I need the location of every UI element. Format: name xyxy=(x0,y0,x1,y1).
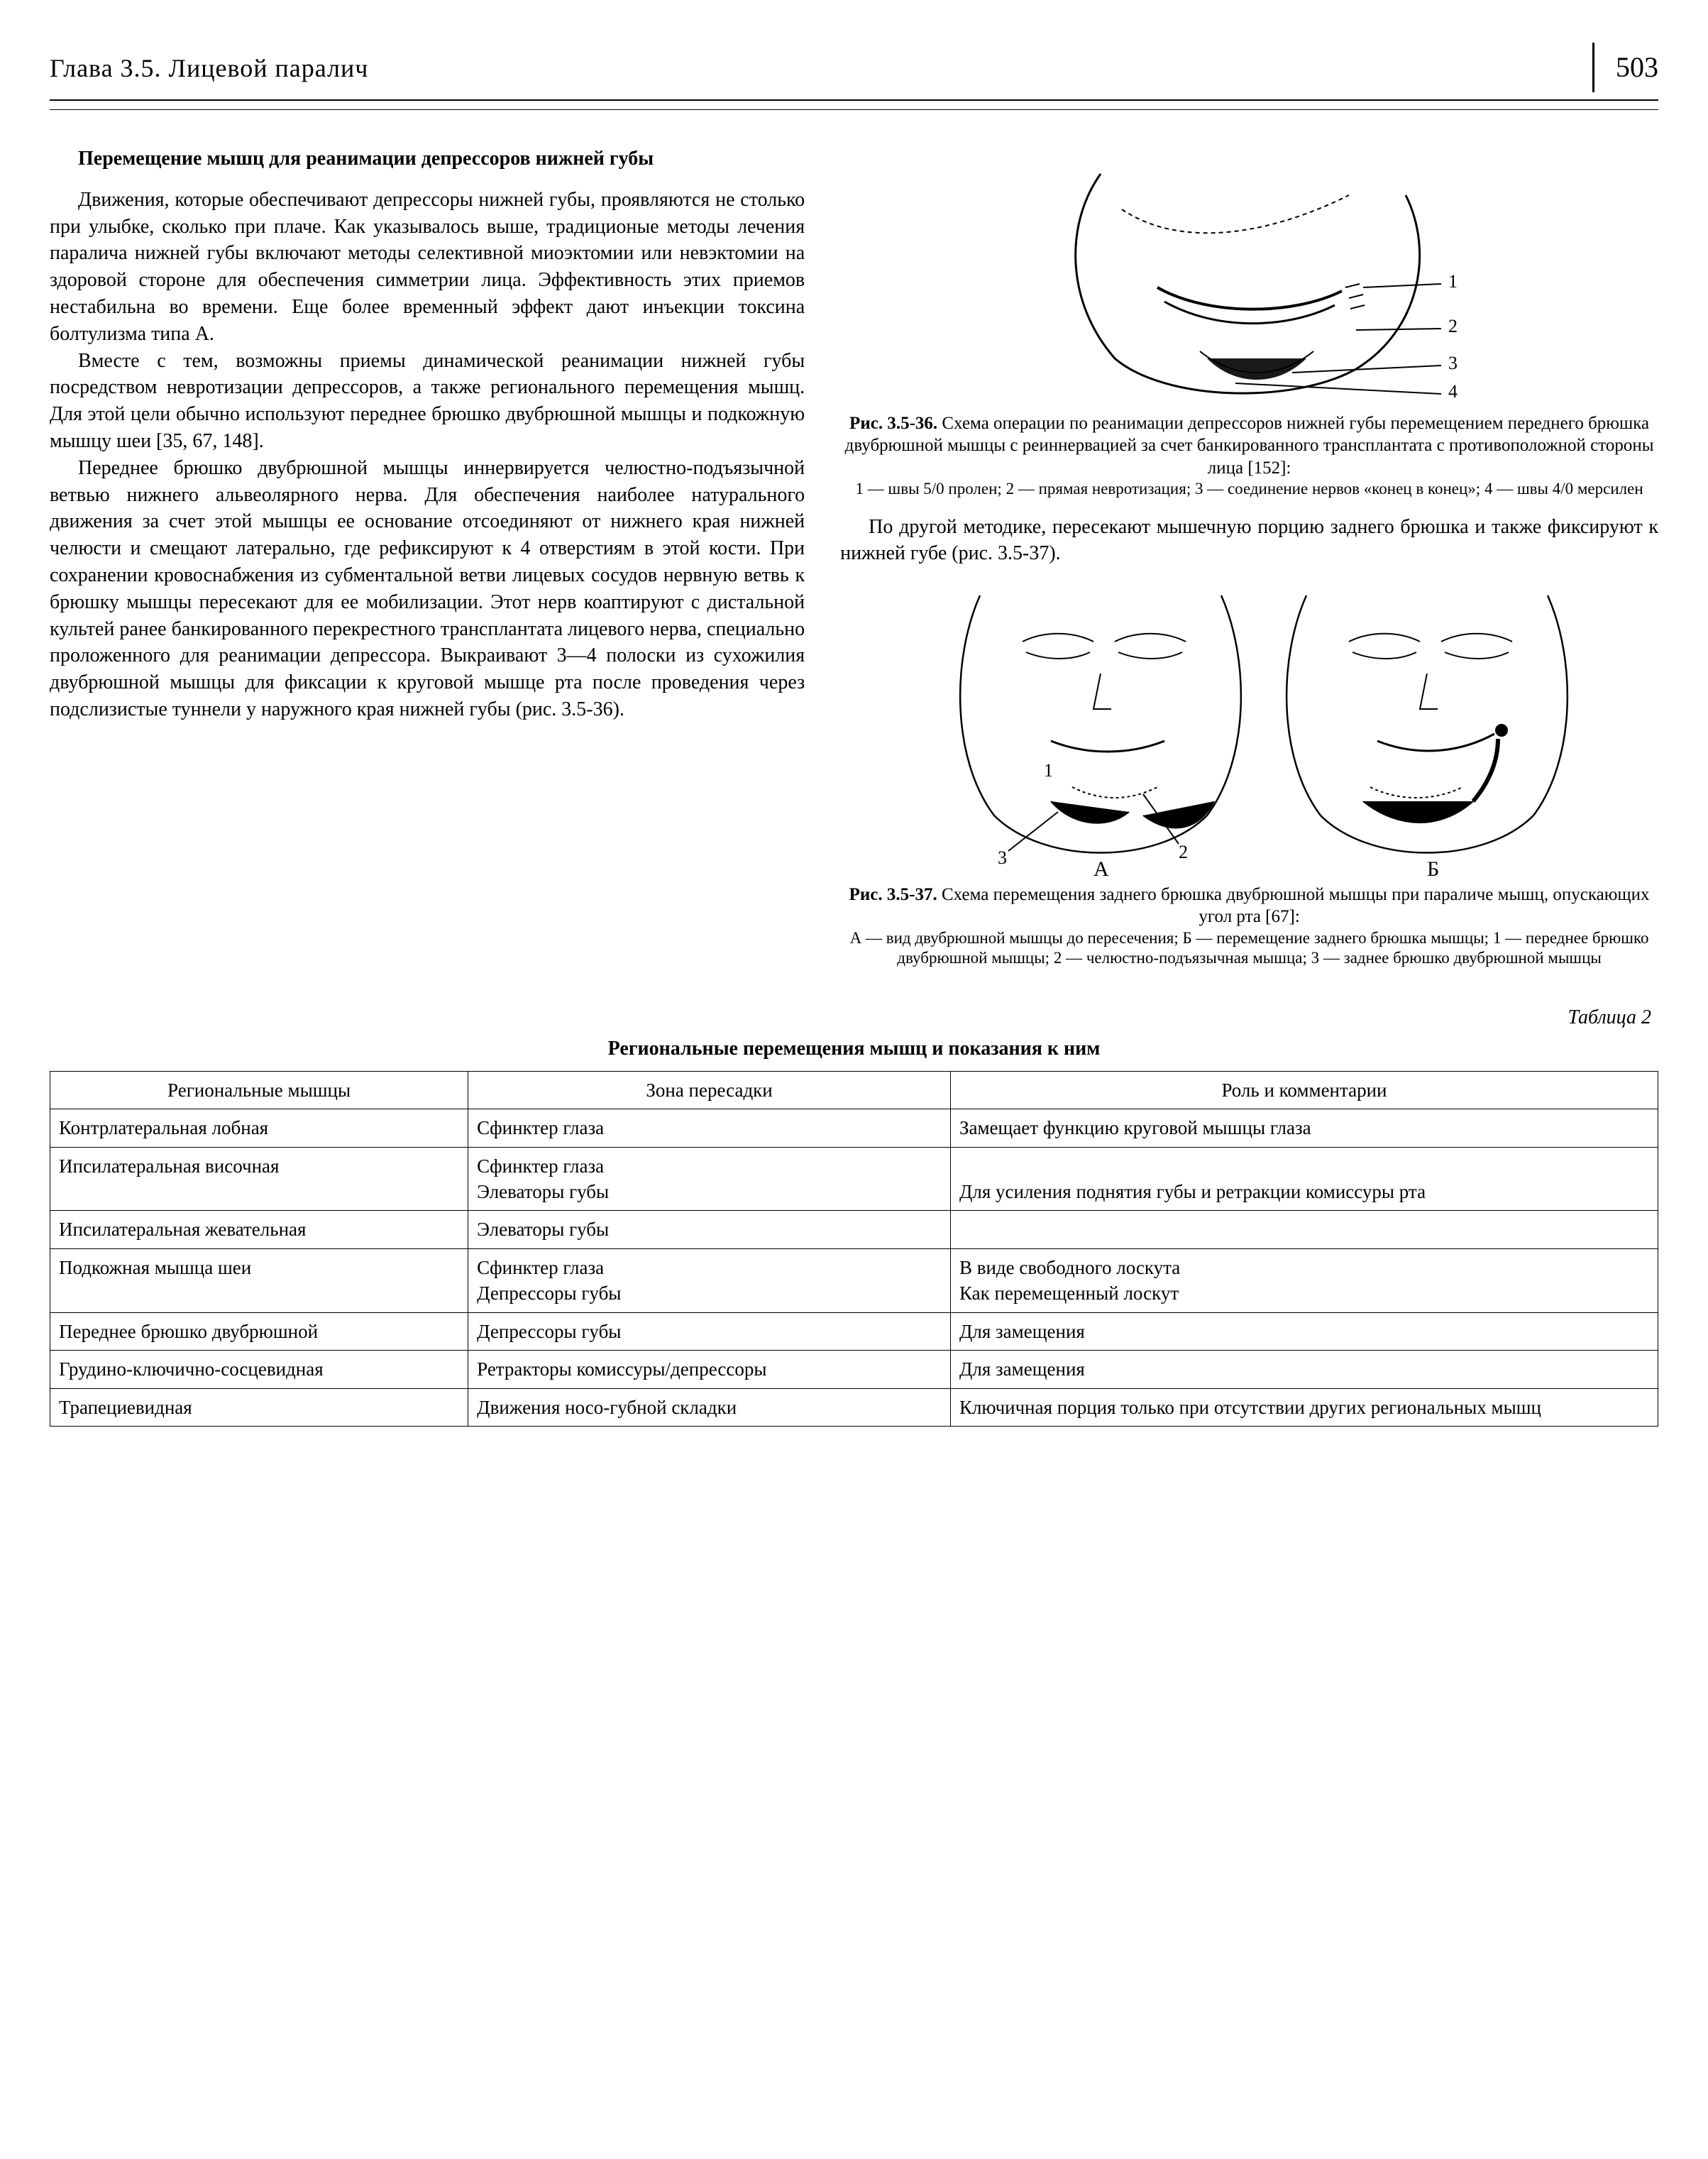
fig37-label-3-a: 3 xyxy=(998,847,1007,868)
figure-3-5-37-legend: А — вид двубрюшной мышцы до пересечения;… xyxy=(840,928,1658,969)
table-cell: Сфинктер глазаЭлеваторы губы xyxy=(468,1147,951,1211)
table-row: Грудино-ключично-сосцевидная Ретракторы … xyxy=(50,1351,1658,1388)
table-cell: Сфинктер глазаДепрессоры губы xyxy=(468,1248,951,1312)
body-paragraph: Вместе с тем, возможны приемы динамическ… xyxy=(50,348,805,455)
table-cell: Ипсилатеральная жевательная xyxy=(50,1211,468,1248)
fig37-label-1: 1 xyxy=(1044,760,1053,781)
fig37-panel-b: Б xyxy=(1427,857,1439,879)
figure-3-5-37: 3 2 А xyxy=(840,574,1658,969)
table-cell: Подкожная мышца шеи xyxy=(50,1248,468,1312)
table-title: Региональные перемещения мышц и показани… xyxy=(50,1035,1658,1062)
table-cell: В виде свободного лоскутаКак перемещенны… xyxy=(950,1248,1658,1312)
table-header-cell: Зона пересадки xyxy=(468,1071,951,1109)
caption-bold: Рис. 3.5-36. xyxy=(849,414,937,433)
regional-muscles-table: Региональные мышцы Зона пересадки Роль и… xyxy=(50,1071,1658,1427)
table-cell: Грудино-ключично-сосцевидная xyxy=(50,1351,468,1388)
chapter-title: Глава 3.5. Лицевой паралич xyxy=(50,51,368,86)
page-number: 503 xyxy=(1592,43,1658,92)
fig37-label-2-a: 2 xyxy=(1179,842,1188,862)
table-row: Трапециевидная Движения носо-губной скла… xyxy=(50,1388,1658,1426)
table-cell: Для замещения xyxy=(950,1312,1658,1350)
table-row: Ипсилатеральная жевательная Элеваторы гу… xyxy=(50,1211,1658,1248)
body-paragraph: Переднее брюшко двубрюшной мышцы иннерви… xyxy=(50,455,805,723)
table-cell: Движения носо-губной складки xyxy=(468,1388,951,1426)
table-cell: Замещает функцию круговой мышцы глаза xyxy=(950,1109,1658,1147)
left-column: Перемещение мышц для реанимации депрессо… xyxy=(50,138,805,983)
table-cell xyxy=(950,1211,1658,1248)
header-rule xyxy=(50,109,1658,110)
table-cell: Сфинктер глаза xyxy=(468,1109,951,1147)
table-header-cell: Региональные мышцы xyxy=(50,1071,468,1109)
table-cell: Для замещения xyxy=(950,1351,1658,1388)
fig36-label-1: 1 xyxy=(1448,271,1458,292)
caption-bold: Рис. 3.5-37. xyxy=(849,885,937,904)
table-cell: Ключичная порция только при отсутствии д… xyxy=(950,1388,1658,1426)
figure-3-5-36: 1 2 3 4 Рис. 3.5-36. Схема операции по р… xyxy=(840,145,1658,500)
figure-3-5-37-caption: Рис. 3.5-37. Схема перемещения заднего б… xyxy=(840,884,1658,928)
table-row: Переднее брюшко двубрюшной Депрессоры гу… xyxy=(50,1312,1658,1350)
fig36-label-4: 4 xyxy=(1448,381,1458,402)
caption-text: Схема перемещения заднего брюшка двубрюш… xyxy=(937,885,1650,926)
table-cell: Ретракторы комиссуры/депрессоры xyxy=(468,1351,951,1388)
table-number: Таблица 2 xyxy=(50,1004,1651,1031)
figure-3-5-36-svg: 1 2 3 4 xyxy=(1023,145,1477,408)
page-header: Глава 3.5. Лицевой паралич 503 xyxy=(50,43,1658,101)
caption-text: Схема операции по реанимации депрессоров… xyxy=(845,414,1654,478)
table-row: Ипсилатеральная височная Сфинктер глазаЭ… xyxy=(50,1147,1658,1211)
table-cell: Элеваторы губы xyxy=(468,1211,951,1248)
table-cell: Переднее брюшко двубрюшной xyxy=(50,1312,468,1350)
body-paragraph: Движения, которые обеспечивают депрессор… xyxy=(50,187,805,348)
fig36-label-2: 2 xyxy=(1448,316,1458,336)
table-cell: Контрлатеральная лобная xyxy=(50,1109,468,1147)
table-row: Подкожная мышца шеи Сфинктер глазаДепрес… xyxy=(50,1248,1658,1312)
fig36-label-3: 3 xyxy=(1448,353,1458,373)
two-column-layout: Перемещение мышц для реанимации депрессо… xyxy=(50,138,1658,983)
figure-3-5-36-caption: Рис. 3.5-36. Схема операции по реанимаци… xyxy=(840,412,1658,479)
table-cell: Трапециевидная xyxy=(50,1388,468,1426)
section-subheading: Перемещение мышц для реанимации депрессо… xyxy=(50,145,805,172)
table-cell: Для усиления поднятия губы и ретракции к… xyxy=(950,1147,1658,1211)
table-cell: Депрессоры губы xyxy=(468,1312,951,1350)
table-header-row: Региональные мышцы Зона пересадки Роль и… xyxy=(50,1071,1658,1109)
table-row: Контрлатеральная лобная Сфинктер глаза З… xyxy=(50,1109,1658,1147)
right-column: 1 2 3 4 Рис. 3.5-36. Схема операции по р… xyxy=(840,138,1658,983)
figure-3-5-37-svg: 3 2 А xyxy=(930,574,1569,879)
figure-3-5-36-legend: 1 — швы 5/0 пролен; 2 — прямая невротиза… xyxy=(840,479,1658,500)
body-paragraph: По другой методике, пересекают мышечную … xyxy=(840,514,1658,568)
table-header-cell: Роль и комментарии xyxy=(950,1071,1658,1109)
fig37-panel-a: А xyxy=(1093,857,1109,879)
table-cell: Ипсилатеральная височная xyxy=(50,1147,468,1211)
